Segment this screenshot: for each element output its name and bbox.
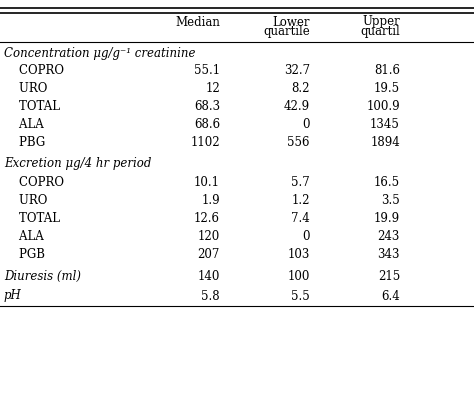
- Text: 10.1: 10.1: [194, 176, 220, 188]
- Text: TOTAL: TOTAL: [4, 99, 60, 113]
- Text: 1345: 1345: [370, 117, 400, 130]
- Text: 5.7: 5.7: [291, 176, 310, 188]
- Text: 243: 243: [378, 229, 400, 243]
- Text: 215: 215: [378, 269, 400, 282]
- Text: 42.9: 42.9: [284, 99, 310, 113]
- Text: COPRO: COPRO: [4, 63, 64, 77]
- Text: ALA: ALA: [4, 117, 44, 130]
- Text: URO: URO: [4, 194, 47, 207]
- Text: 103: 103: [288, 247, 310, 261]
- Text: 12.6: 12.6: [194, 211, 220, 225]
- Text: 1.9: 1.9: [201, 194, 220, 207]
- Text: 120: 120: [198, 229, 220, 243]
- Text: URO: URO: [4, 81, 47, 95]
- Text: Concentration μg/g⁻¹ creatinine: Concentration μg/g⁻¹ creatinine: [4, 47, 195, 61]
- Text: 5.5: 5.5: [291, 290, 310, 302]
- Text: 1102: 1102: [191, 136, 220, 148]
- Text: 8.2: 8.2: [292, 81, 310, 95]
- Text: 1.2: 1.2: [292, 194, 310, 207]
- Text: ALA: ALA: [4, 229, 44, 243]
- Text: 556: 556: [288, 136, 310, 148]
- Text: 100.9: 100.9: [366, 99, 400, 113]
- Text: 1894: 1894: [370, 136, 400, 148]
- Text: 6.4: 6.4: [381, 290, 400, 302]
- Text: 343: 343: [377, 247, 400, 261]
- Text: 12: 12: [205, 81, 220, 95]
- Text: 5.8: 5.8: [201, 290, 220, 302]
- Text: pH: pH: [4, 290, 22, 302]
- Text: 0: 0: [302, 229, 310, 243]
- Text: 81.6: 81.6: [374, 63, 400, 77]
- Text: PBG: PBG: [4, 136, 45, 148]
- Text: Median: Median: [175, 16, 220, 28]
- Text: 3.5: 3.5: [381, 194, 400, 207]
- Text: COPRO: COPRO: [4, 176, 64, 188]
- Text: quartile: quartile: [263, 26, 310, 38]
- Text: Lower: Lower: [273, 16, 310, 28]
- Text: 32.7: 32.7: [284, 63, 310, 77]
- Text: 207: 207: [198, 247, 220, 261]
- Text: 7.4: 7.4: [291, 211, 310, 225]
- Text: 19.9: 19.9: [374, 211, 400, 225]
- Text: 140: 140: [198, 269, 220, 282]
- Text: PGB: PGB: [4, 247, 45, 261]
- Text: 68.3: 68.3: [194, 99, 220, 113]
- Text: 55.1: 55.1: [194, 63, 220, 77]
- Text: Excretion μg/4 hr period: Excretion μg/4 hr period: [4, 158, 151, 170]
- Text: 100: 100: [288, 269, 310, 282]
- Text: Upper: Upper: [362, 16, 400, 28]
- Text: quartil: quartil: [360, 26, 400, 38]
- Text: 16.5: 16.5: [374, 176, 400, 188]
- Text: 68.6: 68.6: [194, 117, 220, 130]
- Text: TOTAL: TOTAL: [4, 211, 60, 225]
- Text: Diuresis (ml): Diuresis (ml): [4, 269, 81, 282]
- Text: 19.5: 19.5: [374, 81, 400, 95]
- Text: 0: 0: [302, 117, 310, 130]
